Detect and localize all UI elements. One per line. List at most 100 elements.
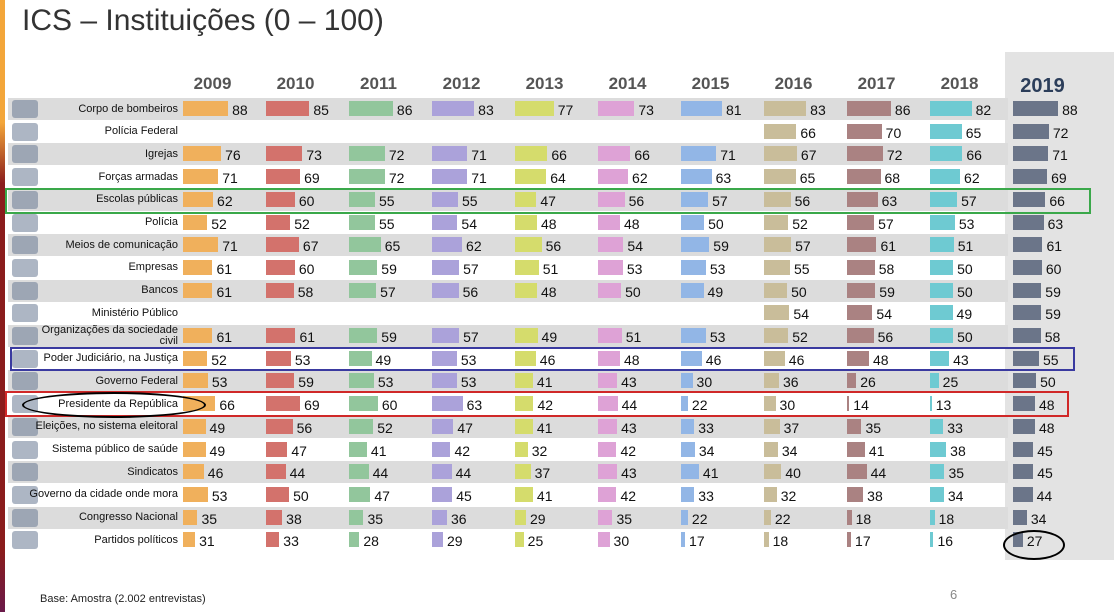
bar bbox=[598, 259, 623, 275]
value-label: 57 bbox=[795, 238, 811, 255]
bar bbox=[349, 282, 377, 298]
value-label: 55 bbox=[462, 192, 478, 209]
bar bbox=[515, 464, 531, 480]
value-label: 26 bbox=[860, 374, 876, 391]
bar bbox=[847, 418, 862, 434]
value-label: 49 bbox=[209, 419, 226, 436]
value-label: 72 bbox=[886, 147, 903, 164]
row-icon bbox=[12, 372, 38, 391]
value-label: 37 bbox=[783, 419, 800, 436]
value-label: 35 bbox=[367, 510, 384, 527]
bar bbox=[349, 350, 372, 366]
value-label: 31 bbox=[199, 533, 215, 550]
value-label: 57 bbox=[463, 329, 479, 345]
value-label: 46 bbox=[788, 351, 805, 368]
value-label: 58 bbox=[297, 283, 314, 300]
value-label: 61 bbox=[880, 238, 897, 255]
value-label: 73 bbox=[306, 147, 322, 164]
value-label: 46 bbox=[539, 351, 556, 368]
bar bbox=[930, 214, 955, 230]
value-label: 73 bbox=[638, 102, 654, 118]
bar bbox=[764, 486, 777, 502]
bar bbox=[930, 123, 962, 139]
bar bbox=[432, 259, 460, 275]
value-label: 50 bbox=[1040, 374, 1056, 391]
bar bbox=[764, 305, 790, 321]
value-label: 30 bbox=[696, 374, 713, 391]
value-label: 47 bbox=[374, 487, 390, 504]
value-label: 60 bbox=[298, 192, 315, 209]
value-label: 52 bbox=[211, 351, 227, 368]
bar bbox=[183, 169, 219, 185]
value-label: 58 bbox=[1044, 329, 1061, 345]
value-label: 53 bbox=[460, 374, 477, 391]
bar bbox=[764, 169, 796, 185]
bar bbox=[183, 532, 196, 548]
value-label: 56 bbox=[877, 329, 894, 345]
value-label: 86 bbox=[894, 102, 911, 118]
bar bbox=[432, 237, 463, 253]
bar bbox=[681, 146, 717, 162]
bar bbox=[930, 486, 944, 502]
value-label: 17 bbox=[689, 533, 705, 550]
value-label: 64 bbox=[550, 170, 566, 187]
value-label: 61 bbox=[216, 260, 233, 277]
value-label: 52 bbox=[792, 215, 808, 232]
note: Base: Amostra (2.002 entrevistas) bbox=[40, 593, 206, 605]
year-header: 2010 bbox=[276, 74, 315, 93]
bar bbox=[930, 464, 945, 480]
value-label: 71 bbox=[1052, 147, 1068, 164]
value-label: 66 bbox=[219, 397, 235, 414]
value-label: 49 bbox=[707, 283, 724, 300]
value-label: 41 bbox=[536, 419, 553, 436]
value-label: 35 bbox=[201, 510, 218, 527]
bar bbox=[764, 441, 778, 457]
value-label: 53 bbox=[958, 215, 975, 232]
value-label: 34 bbox=[698, 442, 715, 459]
row-band bbox=[8, 325, 1008, 347]
bar bbox=[349, 169, 385, 185]
bar bbox=[432, 532, 443, 548]
value-label: 71 bbox=[471, 170, 487, 187]
bar bbox=[930, 418, 944, 434]
value-label: 56 bbox=[545, 238, 562, 255]
bar bbox=[432, 169, 468, 185]
value-label: 35 bbox=[948, 465, 965, 482]
bar bbox=[681, 396, 688, 412]
value-label: 77 bbox=[557, 102, 574, 118]
value-label: 55 bbox=[379, 215, 395, 232]
bar bbox=[1013, 169, 1048, 185]
bar bbox=[764, 191, 791, 207]
value-label: 35 bbox=[616, 510, 633, 527]
value-label: 44 bbox=[870, 465, 887, 482]
value-label: 52 bbox=[792, 329, 808, 345]
row-icon bbox=[12, 440, 38, 459]
row-band bbox=[8, 279, 1008, 302]
value-label: 54 bbox=[461, 215, 477, 232]
value-label: 48 bbox=[1038, 397, 1055, 414]
value-label: 67 bbox=[800, 147, 817, 164]
value-label: 66 bbox=[1049, 192, 1065, 209]
bar bbox=[349, 532, 360, 548]
value-label: 62 bbox=[964, 170, 980, 187]
value-label: 81 bbox=[726, 102, 742, 118]
bar bbox=[681, 486, 695, 502]
value-label: 63 bbox=[715, 170, 732, 187]
row-label: Escolas públicas bbox=[96, 193, 178, 206]
bar bbox=[681, 418, 695, 434]
bar bbox=[1013, 305, 1042, 321]
value-label: 25 bbox=[942, 374, 959, 391]
bar bbox=[598, 418, 618, 434]
bar bbox=[847, 441, 865, 457]
value-label: 72 bbox=[388, 147, 405, 164]
row-label: Ministério Público bbox=[91, 306, 178, 319]
value-label: 59 bbox=[713, 238, 729, 255]
bar bbox=[598, 464, 618, 480]
value-label: 36 bbox=[783, 374, 799, 391]
value-label: 16 bbox=[937, 533, 954, 550]
value-label: 50 bbox=[791, 283, 807, 300]
value-label: 62 bbox=[632, 170, 648, 187]
bar bbox=[183, 214, 208, 230]
row-icon bbox=[12, 417, 38, 436]
bar bbox=[764, 282, 788, 298]
